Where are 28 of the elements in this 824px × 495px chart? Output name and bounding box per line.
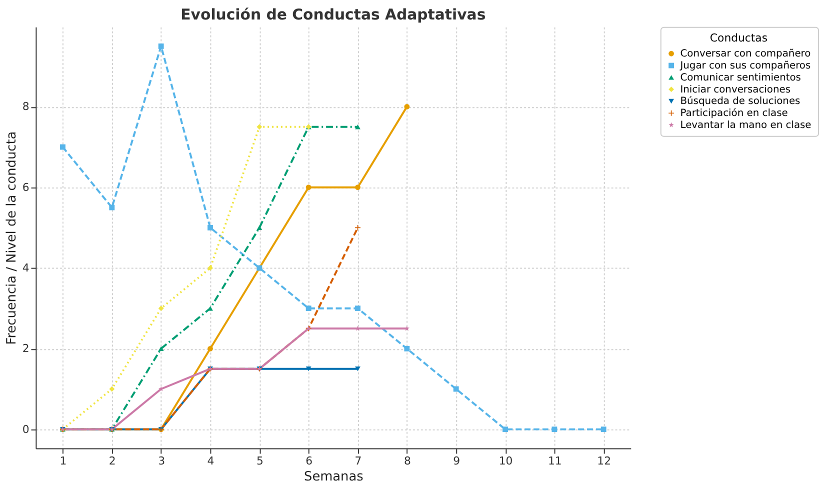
x-tick-label: 12 (597, 454, 612, 468)
x-tick-label: 4 (207, 454, 214, 468)
legend-label: Conversar con compañero (680, 48, 811, 60)
y-tick-label: 6 (22, 180, 30, 194)
y-axis-title: Frecuencia / Nivel de la conducta (4, 131, 20, 345)
legend-label: Comunicar sentimientos (680, 72, 801, 84)
x-tick-label: 10 (498, 454, 513, 468)
x-tick-label: 5 (256, 454, 264, 468)
legend-title: Conductas (710, 32, 768, 45)
legend-label: Búsqueda de soluciones (680, 96, 800, 108)
x-axis-title: Semanas (304, 470, 364, 484)
y-tick-label: 4 (22, 261, 30, 274)
x-tick-label: 3 (158, 454, 166, 468)
legend-label: Participación en clase (680, 108, 788, 120)
legend-label: Levantar la mano en clase (680, 120, 812, 131)
chart-title: Evolución de Conductas Adaptativas (180, 5, 486, 24)
y-tick-label: 0 (22, 422, 30, 436)
y-tick-label: 2 (22, 342, 30, 356)
legend-label: Iniciar conversaciones (680, 84, 791, 96)
x-tick-label: 7 (354, 454, 362, 468)
x-tick-label: 6 (306, 454, 313, 468)
x-tick-label: 1 (60, 454, 67, 468)
x-tick-label: 9 (453, 454, 460, 468)
legend-label: Jugar con sus compañeros (679, 60, 811, 72)
x-tick-label: 11 (548, 454, 562, 468)
y-tick-label: 8 (22, 100, 30, 114)
x-tick-label: 8 (404, 454, 411, 468)
x-tick-label: 2 (108, 454, 116, 468)
